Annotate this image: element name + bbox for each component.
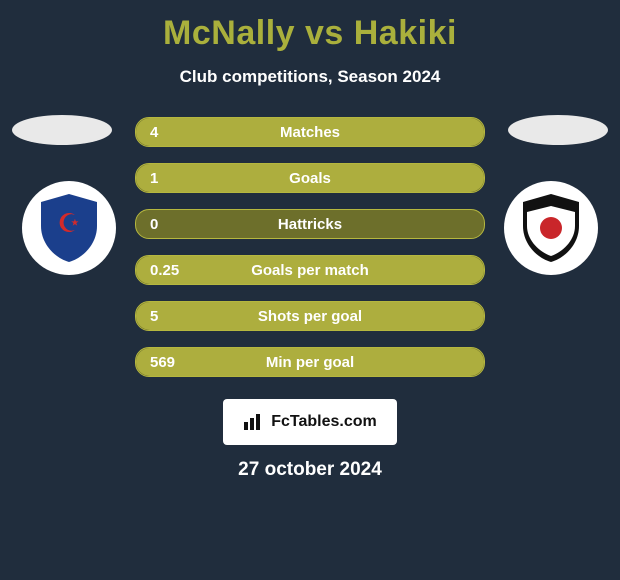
stat-label: Min per goal bbox=[136, 354, 484, 371]
club-crest-left: ☪ bbox=[22, 181, 116, 275]
club-crest-right bbox=[504, 181, 598, 275]
player-photo-right bbox=[508, 115, 608, 145]
crest-left-star: ☪ bbox=[57, 208, 80, 238]
page-title: McNally vs Hakiki bbox=[0, 14, 620, 53]
stat-value: 1 bbox=[136, 170, 158, 187]
stat-value: 569 bbox=[136, 354, 175, 371]
stat-label: Shots per goal bbox=[136, 308, 484, 325]
stat-row: 1Goals bbox=[135, 163, 485, 193]
site-logo: FcTables.com bbox=[223, 399, 397, 445]
stat-row: 569Min per goal bbox=[135, 347, 485, 377]
stat-value: 4 bbox=[136, 124, 158, 141]
stat-row: 5Shots per goal bbox=[135, 301, 485, 331]
comparison-card: McNally vs Hakiki Club competitions, Sea… bbox=[0, 0, 620, 580]
stat-label: Goals bbox=[136, 170, 484, 187]
stat-row: 0.25Goals per match bbox=[135, 255, 485, 285]
stat-value: 0 bbox=[136, 216, 158, 233]
stat-label: Matches bbox=[136, 124, 484, 141]
content-area: ☪ 4Matches 1Goals 0Hattricks 0.25Goals per … bbox=[0, 115, 620, 377]
stat-label: Goals per match bbox=[136, 262, 484, 279]
player-photo-left bbox=[12, 115, 112, 145]
date-label: 27 october 2024 bbox=[0, 459, 620, 481]
stat-value: 0.25 bbox=[136, 262, 179, 279]
shield-icon bbox=[519, 192, 583, 264]
crest-right-circle bbox=[540, 217, 562, 239]
site-logo-text: FcTables.com bbox=[271, 413, 377, 431]
stat-bars: 4Matches 1Goals 0Hattricks 0.25Goals per ma… bbox=[135, 115, 485, 377]
stat-value: 5 bbox=[136, 308, 158, 325]
stat-row: 0Hattricks bbox=[135, 209, 485, 239]
shield-icon: ☪ bbox=[37, 192, 101, 264]
bar-chart-icon bbox=[243, 413, 265, 431]
page-subtitle: Club competitions, Season 2024 bbox=[0, 67, 620, 87]
stat-row: 4Matches bbox=[135, 117, 485, 147]
stat-label: Hattricks bbox=[136, 216, 484, 233]
